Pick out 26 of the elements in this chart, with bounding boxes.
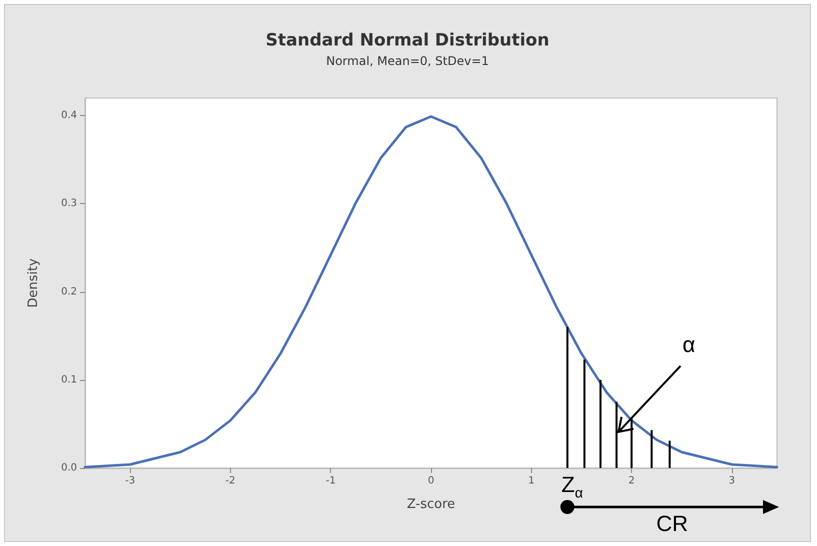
bar [668,440,671,468]
x-tick-label: -2 [225,476,236,486]
x-tick-label: 0 [428,476,434,486]
x-tick-label: -3 [125,476,136,486]
x-tick-label: 1 [528,476,534,486]
x-axis-title: Z-score [406,497,456,512]
bar [599,380,602,468]
text: Z$_{α}$ [561,472,583,500]
annotation: α [682,332,696,358]
y-tick-label: 0.2 [61,286,77,298]
bar [583,360,586,468]
x-tick-label: -1 [326,476,336,486]
y-tick-label: 0.3 [61,198,77,210]
chart-subtitle: Normal, Mean=0, StDev=1 [326,54,489,68]
bar [566,327,568,468]
y-tick-label: 0.1 [61,374,77,386]
bar [630,418,633,468]
bar [616,402,618,468]
chart-title: Standard Normal Distribution [266,30,550,50]
text: CR [656,511,688,537]
x-tick-label: 3 [728,476,736,486]
y-tick-label: 0.4 [61,110,77,122]
x-tick-label: 2 [628,476,635,486]
y-tick-label: 0.0 [61,462,77,474]
bar [650,430,653,468]
y-axis-title: Density [26,258,41,308]
